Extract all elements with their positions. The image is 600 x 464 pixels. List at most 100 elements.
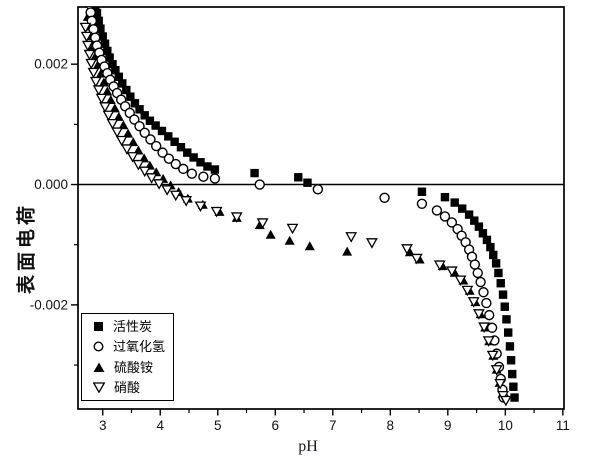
data-point — [118, 120, 129, 130]
data-point — [494, 268, 503, 278]
data-point — [440, 192, 450, 202]
data-point — [410, 253, 423, 265]
x-tick-label: 11 — [556, 418, 570, 433]
x-tick-label: 8 — [387, 418, 395, 433]
data-point — [81, 40, 94, 52]
legend-item-hydrogen-peroxide: 过氧化氢 — [93, 337, 173, 356]
legend-label: 过氧化氢 — [113, 339, 166, 355]
data-point — [113, 111, 124, 121]
x-tick-label: 6 — [272, 418, 280, 433]
legend-label: 硫酸铵 — [114, 359, 154, 375]
y-tick-label: 0.002 — [34, 57, 68, 72]
data-point — [474, 222, 484, 231]
data-point — [433, 260, 446, 272]
data-point — [92, 85, 105, 96]
data-point — [284, 235, 295, 245]
data-point — [486, 350, 499, 362]
x-tick-label: 4 — [156, 418, 164, 433]
data-point — [85, 7, 96, 18]
x-tick-label: 9 — [444, 418, 452, 433]
x-tick-label: 3 — [99, 418, 107, 433]
data-point — [502, 315, 511, 324]
data-point — [115, 135, 128, 147]
data-point — [106, 118, 119, 130]
data-point — [454, 275, 467, 287]
data-point — [89, 76, 102, 88]
data-point — [472, 267, 483, 279]
x-tick-label: 10 — [498, 418, 513, 433]
data-point — [111, 127, 124, 139]
data-point — [151, 121, 160, 130]
data-point — [134, 120, 145, 132]
data-point — [446, 217, 458, 228]
data-point — [486, 322, 498, 333]
filled-square-icon — [94, 322, 103, 332]
x-axis: 3 4 5 6 7 8 9 10 11 — [99, 409, 570, 433]
data-point — [461, 285, 474, 297]
x-axis-title: pH — [298, 438, 318, 455]
open-circle-icon — [93, 341, 104, 352]
data-point — [92, 8, 102, 18]
legend-item-nitric-acid: 硝酸 — [93, 378, 173, 397]
plot-frame — [77, 6, 565, 410]
data-point — [170, 137, 179, 147]
data-point — [108, 59, 117, 69]
data-point — [467, 297, 480, 308]
data-point — [210, 165, 220, 174]
data-point — [478, 287, 489, 298]
data-point — [95, 93, 108, 105]
data-point — [472, 309, 485, 320]
data-point — [445, 266, 458, 278]
data-point — [85, 7, 94, 10]
data-point — [256, 218, 269, 229]
data-point — [96, 24, 105, 33]
data-point — [312, 184, 324, 195]
data-point — [457, 204, 467, 213]
data-point — [126, 152, 139, 163]
data-point — [87, 67, 100, 79]
x-tick-label: 7 — [329, 418, 337, 433]
data-point — [170, 158, 181, 170]
data-point — [100, 39, 110, 48]
data-point — [504, 328, 513, 337]
data-point — [496, 279, 505, 288]
data-point — [130, 99, 140, 108]
data-point — [379, 192, 390, 203]
legend-label: 硝酸 — [114, 379, 141, 395]
data-point — [254, 179, 265, 190]
data-point — [482, 235, 492, 245]
data-point — [494, 378, 507, 390]
data-point — [85, 58, 98, 70]
data-point — [183, 148, 192, 157]
data-point — [102, 110, 115, 122]
data-point — [209, 173, 221, 184]
data-point — [122, 85, 131, 95]
data-point — [482, 336, 495, 347]
data-point — [178, 163, 189, 175]
data-point — [151, 140, 162, 152]
data-point — [345, 232, 358, 243]
data-point — [230, 212, 243, 223]
data-point — [105, 53, 114, 62]
data-point — [98, 77, 109, 87]
data-point — [157, 147, 168, 158]
data-point — [431, 205, 443, 216]
data-point — [194, 201, 207, 213]
data-point — [145, 173, 158, 184]
data-point — [139, 127, 150, 138]
legend: 活性炭 过氧化氢 硫酸铵 硝酸 — [81, 313, 174, 401]
data-point — [294, 173, 303, 182]
data-point — [153, 179, 166, 190]
data-point — [498, 290, 508, 299]
data-point — [91, 7, 100, 10]
data-point — [486, 242, 495, 252]
open-triangle-down-icon — [93, 382, 105, 393]
data-point — [128, 137, 139, 147]
data-point — [132, 159, 145, 171]
data-point — [478, 322, 490, 333]
data-point — [105, 94, 116, 104]
data-point — [342, 246, 353, 256]
data-point — [416, 198, 428, 209]
data-point — [500, 302, 509, 311]
